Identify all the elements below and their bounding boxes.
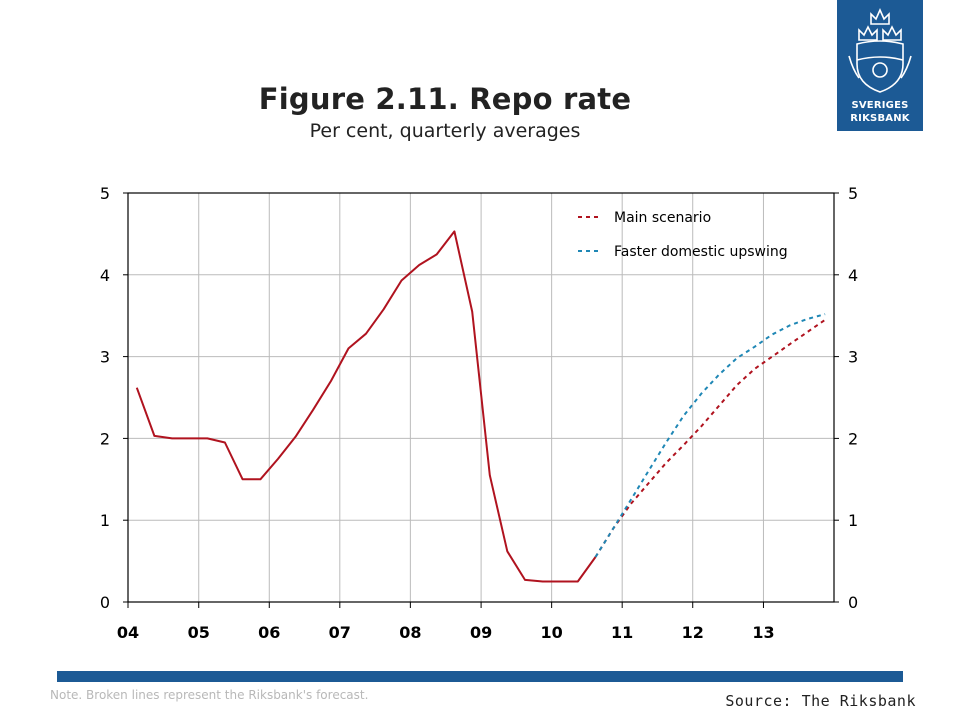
plot-frame xyxy=(127,192,835,603)
x-tick-label: 04 xyxy=(117,623,139,642)
y-tick-label-left: 2 xyxy=(100,429,110,448)
x-tick-label: 10 xyxy=(541,623,563,642)
series-line-faster-domestic-upswing xyxy=(594,313,826,558)
y-tick-label-left: 5 xyxy=(100,184,110,203)
chart-title: Figure 2.11. Repo rate xyxy=(258,82,632,116)
x-tick-label: 09 xyxy=(470,623,492,642)
x-tick-label: 13 xyxy=(752,623,774,642)
y-tick-label-right: 2 xyxy=(848,429,858,448)
series-line-main-scenario xyxy=(594,318,826,558)
y-tick-label-left: 0 xyxy=(100,593,110,612)
legend-label: Faster domestic upswing xyxy=(614,244,788,260)
legend-label: Main scenario xyxy=(614,210,711,226)
forecast-note: Note. Broken lines represent the Riksban… xyxy=(50,688,369,702)
logo-text-line1: SVERIGES xyxy=(851,100,909,111)
y-tick-label-right: 4 xyxy=(848,266,858,285)
y-tick-label-right: 5 xyxy=(848,184,858,203)
series-line-outturn xyxy=(135,230,597,583)
y-tick-label-left: 1 xyxy=(100,511,110,530)
y-tick-label-right: 3 xyxy=(848,348,858,367)
x-tick-label: 11 xyxy=(611,623,633,642)
y-tick-label-left: 3 xyxy=(100,348,110,367)
chart-subtitle: Per cent, quarterly averages xyxy=(309,120,581,142)
source-label: Source: The Riksbank xyxy=(725,692,916,710)
x-tick-label: 07 xyxy=(329,623,351,642)
x-tick-label: 05 xyxy=(188,623,210,642)
crowned-shield-icon xyxy=(848,8,912,93)
y-tick-label-right: 1 xyxy=(848,511,858,530)
y-tick-label-left: 4 xyxy=(100,266,110,285)
x-tick-label: 06 xyxy=(258,623,280,642)
logo-text-line2: RIKSBANK xyxy=(850,113,910,124)
footer-bar xyxy=(57,671,903,682)
y-tick-label-right: 0 xyxy=(848,593,858,612)
x-tick-label: 12 xyxy=(682,623,704,642)
riksbank-logo: SVERIGES RIKSBANK xyxy=(837,0,923,131)
x-tick-label: 08 xyxy=(399,623,421,642)
